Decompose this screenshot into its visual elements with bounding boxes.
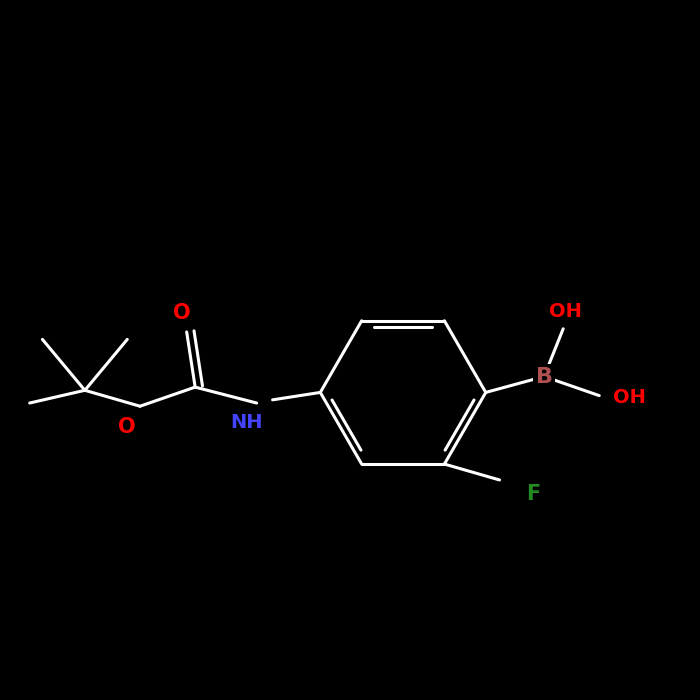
Text: B: B (536, 367, 552, 386)
Text: O: O (118, 417, 136, 438)
Text: OH: OH (549, 302, 582, 321)
Text: NH: NH (230, 412, 262, 432)
Text: OH: OH (612, 389, 645, 407)
Text: O: O (173, 303, 190, 323)
Text: F: F (526, 484, 540, 504)
